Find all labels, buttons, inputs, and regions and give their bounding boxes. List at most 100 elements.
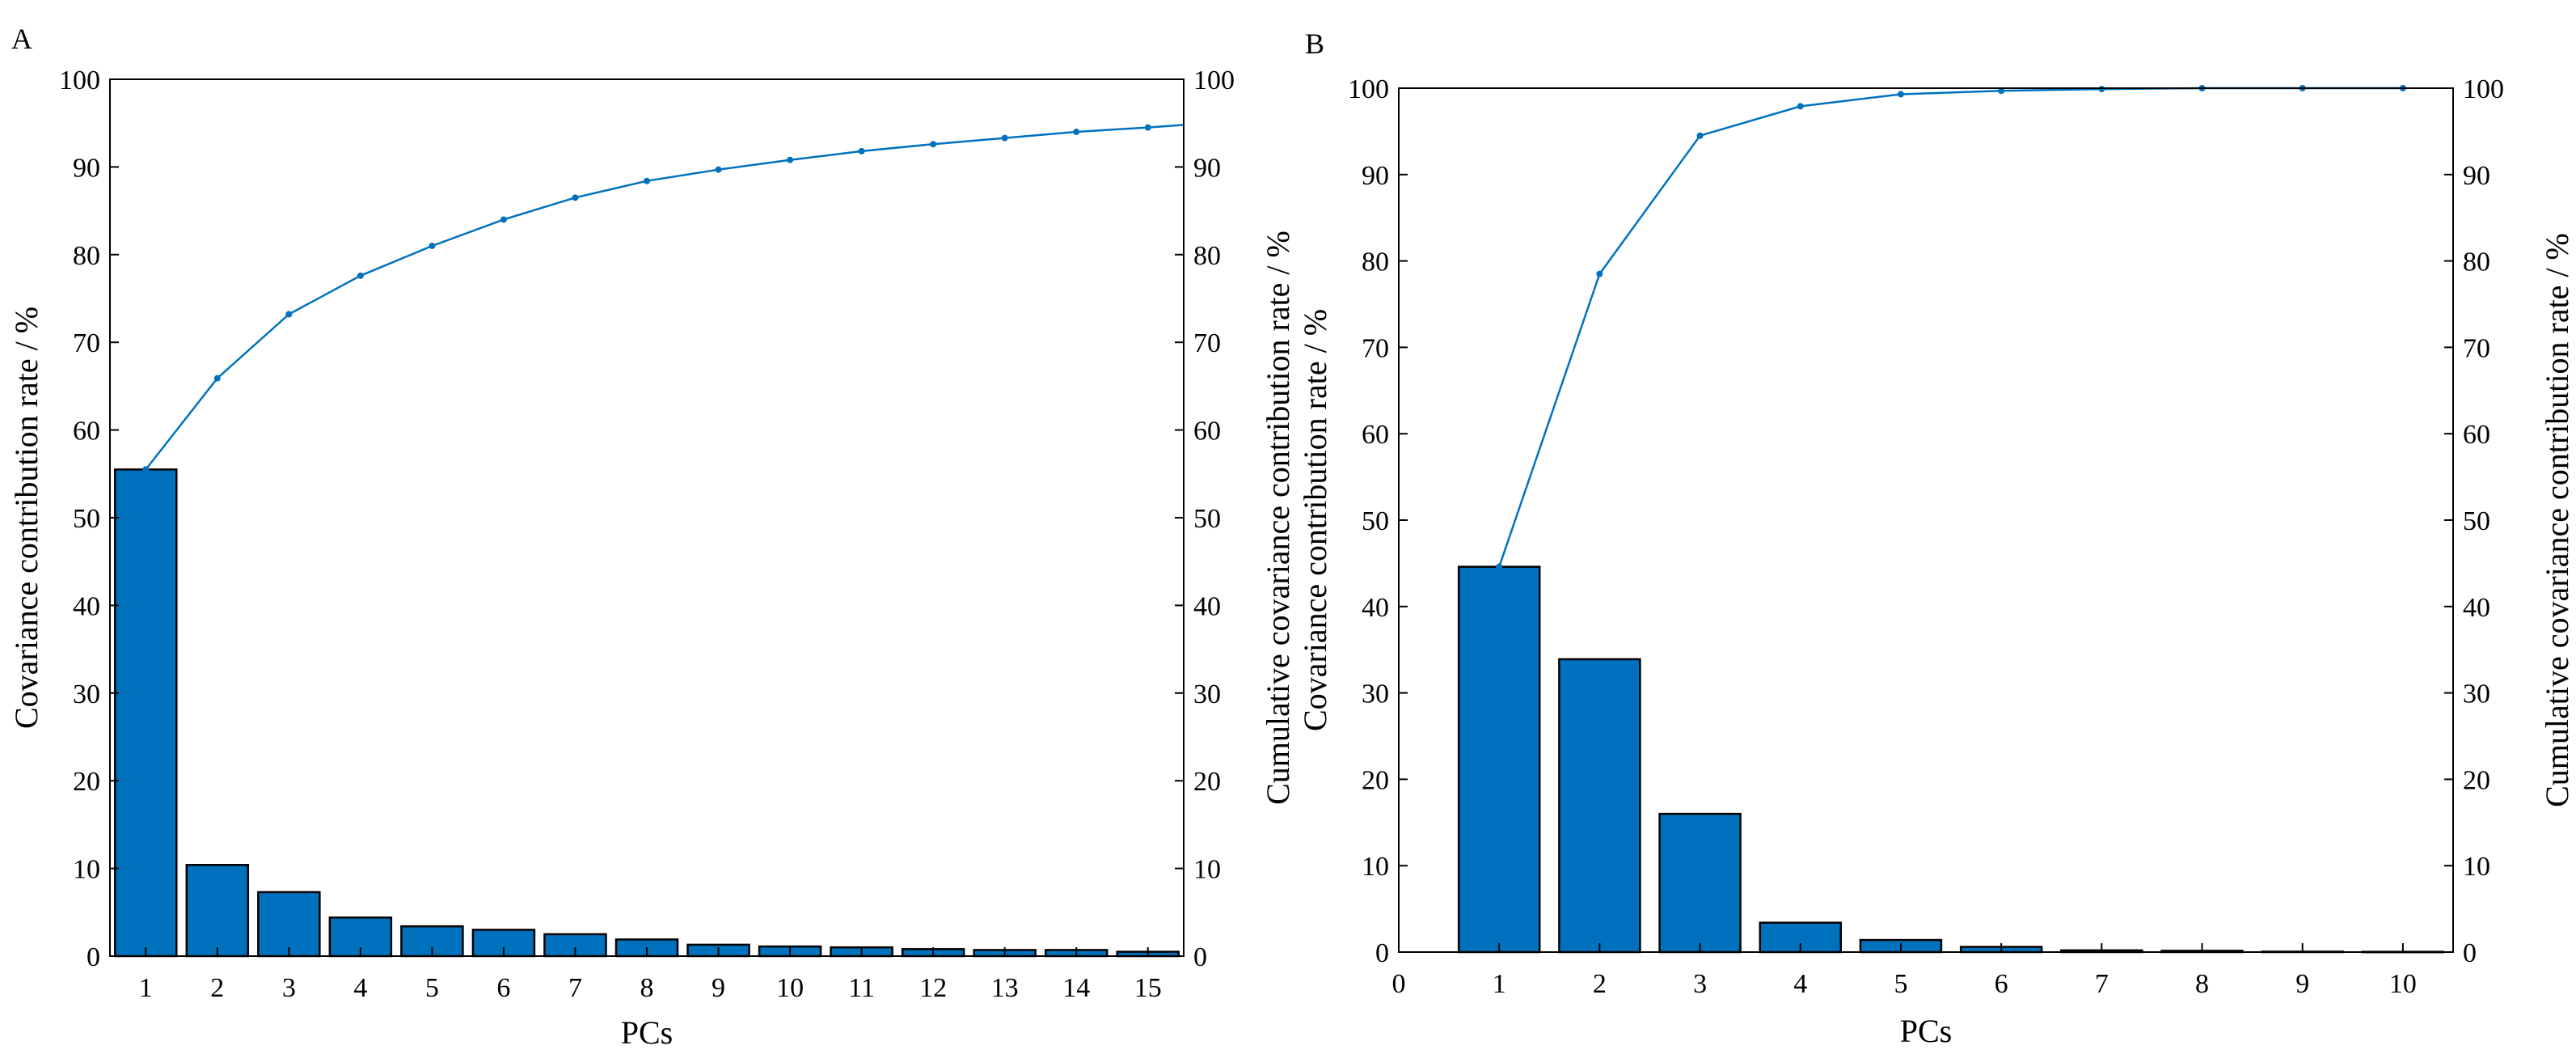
y-axis-left-label: Covariance contribution rate / % — [1297, 309, 1333, 731]
cumulative-point-pc-2 — [1596, 270, 1603, 277]
cumulative-point-pc-4 — [1797, 103, 1804, 110]
y-axis-right-label: Cumulative covariance contribution rate … — [1260, 231, 1296, 805]
cumulative-point-pc-9 — [715, 166, 722, 173]
y-tick-left-label: 90 — [73, 153, 100, 183]
y-tick-left-label: 0 — [1375, 938, 1389, 968]
y-tick-right-label: 10 — [2463, 852, 2490, 882]
cumulative-point-pc-1 — [142, 466, 150, 473]
cumulative-point-pc-15 — [1144, 124, 1151, 131]
x-tick-label: 12 — [919, 973, 947, 1003]
y-tick-right-label: 70 — [1193, 328, 1221, 358]
y-tick-right-label: 0 — [2463, 938, 2477, 968]
y-tick-right-label: 30 — [2463, 679, 2490, 709]
y-tick-left-label: 0 — [87, 942, 100, 972]
x-tick-label: 5 — [425, 973, 439, 1003]
chart-panel-a: A 0 0 10 10 20 20 30 30 40 40 50 50 60 60 70 70 80 80 90 90 1… — [8, 23, 1296, 1051]
y-tick-right-label: 70 — [2463, 333, 2490, 363]
y-tick-left-label: 80 — [73, 241, 100, 271]
y-tick-left-label: 10 — [1362, 852, 1389, 882]
x-tick-label: 7 — [568, 973, 582, 1003]
x-tick-label: 4 — [353, 973, 367, 1003]
cumulative-point-pc-12 — [930, 141, 937, 148]
y-tick-right-label: 80 — [1193, 241, 1221, 271]
bar-pc-1 — [1457, 565, 1541, 954]
cumulative-point-pc-3 — [285, 311, 293, 318]
x-tick-label: 1 — [1493, 969, 1506, 999]
bar-pc-1 — [114, 468, 178, 958]
cumulative-point-pc-6 — [500, 216, 507, 223]
y-tick-right-label: 80 — [2463, 248, 2490, 277]
x-tick-label: 6 — [1995, 969, 2008, 999]
y-tick-left-label: 40 — [1362, 593, 1389, 623]
y-tick-left-label: 100 — [1348, 74, 1389, 104]
y-tick-left-label: 50 — [73, 504, 100, 534]
bar-pc-2 — [1558, 658, 1641, 954]
x-tick-label: 7 — [2095, 969, 2109, 999]
x-tick-label: 5 — [1894, 969, 1907, 999]
y-tick-right-label: 50 — [2463, 506, 2490, 536]
cumulative-point-pc-6 — [1998, 87, 2005, 95]
x-tick-label: 0 — [1392, 969, 1406, 999]
y-tick-left-label: 30 — [73, 679, 100, 709]
x-tick-label: 3 — [282, 973, 296, 1003]
y-tick-right-label: 60 — [2463, 420, 2490, 450]
x-tick-label: 8 — [640, 973, 654, 1003]
x-tick-label: 9 — [2295, 969, 2309, 999]
x-tick-label: 14 — [1062, 973, 1090, 1003]
y-axis-right-label: Cumulative covariance contribution rate … — [2539, 233, 2575, 807]
y-tick-right-label: 20 — [1193, 767, 1221, 797]
cumulative-point-pc-11 — [858, 147, 865, 155]
y-tick-left-label: 100 — [59, 66, 100, 95]
y-tick-left-label: 20 — [1362, 765, 1389, 795]
x-tick-label: 10 — [2389, 969, 2417, 999]
y-tick-right-label: 30 — [1193, 679, 1221, 709]
cumulative-point-pc-10 — [787, 156, 794, 163]
y-tick-left-label: 90 — [1362, 161, 1389, 191]
panel-letter: B — [1305, 28, 1324, 60]
x-tick-label: 3 — [1693, 969, 1707, 999]
y-tick-right-label: 90 — [2463, 161, 2490, 191]
y-tick-right-label: 40 — [1193, 591, 1221, 621]
cumulative-point-pc-13 — [1001, 134, 1008, 142]
bar-pc-3 — [257, 891, 321, 958]
cumulative-point-pc-2 — [213, 375, 221, 382]
cumulative-point-pc-14 — [1073, 129, 1080, 136]
y-tick-right-label: 40 — [2463, 593, 2490, 623]
x-tick-label: 13 — [991, 973, 1019, 1003]
cumulative-point-pc-1 — [1496, 563, 1503, 570]
x-axis-label: PCs — [1900, 1013, 1953, 1049]
cumulative-point-pc-5 — [429, 242, 436, 249]
y-tick-left-label: 80 — [1362, 248, 1389, 277]
cumulative-point-pc-4 — [357, 272, 364, 279]
x-tick-label: 10 — [776, 973, 804, 1003]
y-tick-left-label: 50 — [1362, 506, 1389, 536]
panel-letter: A — [11, 23, 32, 55]
y-tick-left-label: 60 — [1362, 420, 1389, 450]
x-axis-label: PCs — [621, 1014, 674, 1051]
y-tick-right-label: 10 — [1193, 855, 1221, 885]
x-tick-label: 1 — [139, 973, 153, 1003]
y-axis-left-label: Covariance contribution rate / % — [8, 307, 44, 729]
x-tick-label: 6 — [496, 973, 510, 1003]
y-tick-left-label: 70 — [73, 328, 100, 358]
y-tick-right-label: 20 — [2463, 765, 2490, 795]
y-tick-right-label: 50 — [1193, 504, 1221, 534]
x-tick-label: 2 — [1593, 969, 1607, 999]
x-tick-label: 8 — [2195, 969, 2209, 999]
y-tick-right-label: 90 — [1193, 153, 1221, 183]
y-tick-left-label: 60 — [73, 417, 100, 447]
x-tick-label: 2 — [210, 973, 224, 1003]
x-tick-label: 11 — [848, 973, 875, 1003]
bar-pc-3 — [1658, 812, 1742, 954]
x-tick-label: 9 — [712, 973, 725, 1003]
cumulative-point-pc-5 — [1897, 91, 1904, 98]
x-tick-label: 15 — [1134, 973, 1162, 1003]
cumulative-line — [145, 124, 1185, 471]
y-tick-left-label: 10 — [73, 855, 100, 885]
y-tick-right-label: 100 — [1193, 66, 1235, 95]
y-tick-left-label: 30 — [1362, 679, 1389, 709]
cumulative-point-pc-8 — [644, 177, 650, 184]
